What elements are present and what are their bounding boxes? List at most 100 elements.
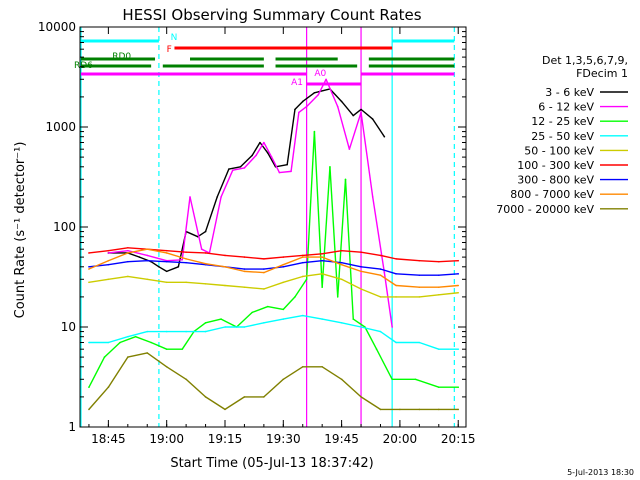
series-segment [127,275,148,280]
series-segment [147,254,167,262]
series-segment [263,281,284,290]
series-segment [127,247,148,250]
series-segment [341,249,362,253]
legend-title: FDecim 1 [576,67,628,80]
series-segment [205,262,226,268]
series-segment [322,260,342,264]
series-segment [348,112,362,150]
series-segment [344,179,354,320]
series-segment [147,260,167,263]
series-segment [302,253,323,257]
series-segment [302,92,315,103]
series-segment [380,254,397,260]
series-segment [302,314,323,320]
series-segment [88,263,109,268]
series-segment [360,112,374,197]
flag-bars: NF RD0 RD6 A1 A0 [74,33,455,88]
series-segment [360,108,374,120]
series-segment [341,322,362,328]
series-segment [244,270,264,274]
series-segment [166,249,187,253]
series-segment [380,274,397,287]
series-segment [322,249,342,255]
chart-title: HESSI Observing Summary Count Rates [122,6,421,24]
series-segment [438,273,459,276]
series-segment [193,322,206,333]
series-segment [108,249,128,254]
series-segment [283,261,303,268]
series-group [88,78,460,411]
flag-label: A1 [291,78,303,88]
series-segment [150,261,160,268]
plot-frame [79,26,467,428]
series-segment [375,348,393,380]
series-segment [325,79,339,107]
y-tick-label: 1 [68,420,76,434]
series-segment [282,296,296,310]
legend-label: 12 - 25 keV [531,115,594,128]
series-segment [302,260,323,264]
flag-label: N [171,33,178,43]
series-segment [438,292,459,296]
series-segment [108,252,129,262]
legend-label: 100 - 300 keV [517,159,594,172]
series-segment [321,166,331,288]
series-segment [228,166,241,170]
series-segment [205,318,222,324]
series-segment [108,247,128,252]
series-segment [317,78,327,96]
series-segment [341,278,362,290]
series-segment [158,266,168,272]
series-segment [236,311,253,328]
series-segment [186,261,206,266]
series-segment [220,318,237,328]
x-tick-label: 19:30 [266,432,301,446]
flag-label: F [167,45,172,55]
series-segment [224,266,245,273]
flag-label: A0 [314,69,326,79]
series-segment [127,260,148,263]
series-segment [146,352,168,368]
series-segment [290,112,300,172]
series-segment [166,366,187,380]
series-segment [166,252,187,260]
series-segment [251,305,268,314]
series-segment [244,322,265,328]
x-tick-label: 20:00 [383,432,418,446]
series-segment [127,252,140,258]
series-segment [201,248,210,254]
y-tick-label: 10 [61,320,76,334]
series-segment [108,275,128,280]
series-segment [185,378,207,398]
series-segment [352,108,362,117]
legend-title: Det 1,3,5,6,7,9, [542,54,628,67]
series-segment [263,378,284,398]
series-segment [341,378,362,398]
series-segment [147,278,167,283]
legend-label: 7000 - 20000 keV [496,203,594,216]
series-segment [283,314,303,320]
series-segment [263,264,284,274]
series-segment [321,256,342,266]
series-segment [322,318,342,324]
series-segment [364,326,378,350]
series-segment [283,275,303,283]
series-segment [279,170,292,174]
series-segment [419,260,439,263]
series-segment [286,109,296,165]
series-segment [255,142,265,156]
series-segment [360,326,381,333]
series-segment [216,168,230,198]
series-segment [166,266,179,273]
series-segment [88,260,109,270]
series-segment [88,249,109,254]
legend: Det 1,3,5,6,7,9,FDecim 1 3 - 6 keV 6 - 12 … [496,54,628,216]
x-tick-label: 19:45 [324,432,359,446]
series-segment [232,167,245,171]
series-segment [189,196,203,250]
series-segment [380,268,397,275]
series-segment [306,94,319,108]
series-segment [108,260,128,266]
x-tick-label: 20:15 [441,432,476,446]
series-segment [88,386,109,410]
